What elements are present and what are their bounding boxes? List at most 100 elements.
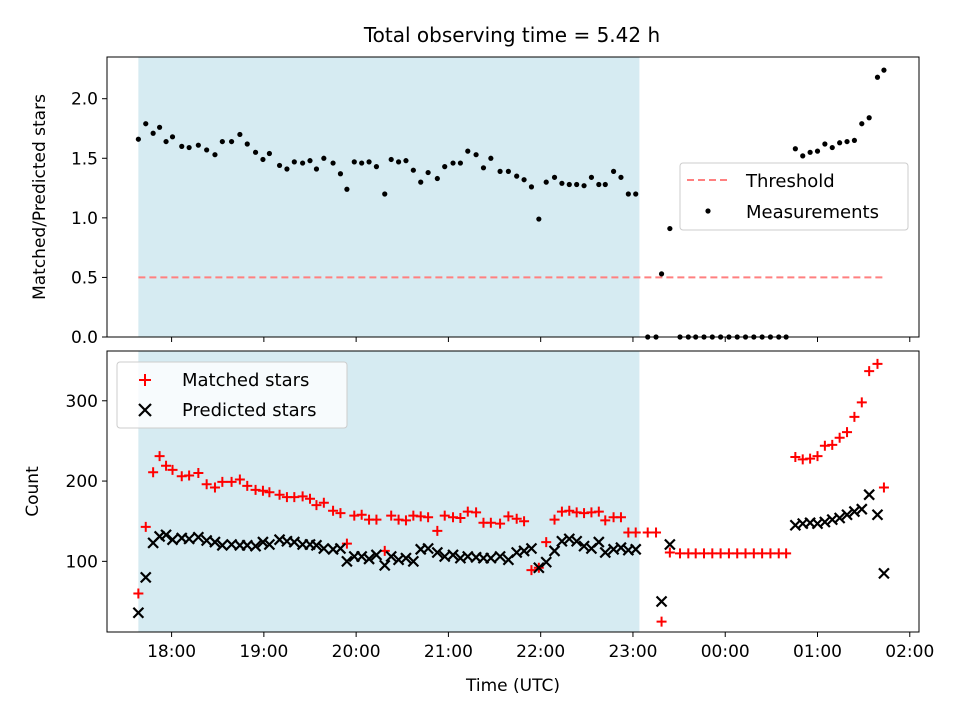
measurement-point [266,150,272,157]
matched-star-point [439,510,450,521]
measurement-point [276,162,283,169]
legend-threshold-label: Threshold [745,171,835,192]
matched-star-point [140,521,151,532]
count-panel-frame [106,350,920,633]
measurement-point [186,144,192,151]
predicted-star-point [629,543,642,556]
matched-star-point [495,518,506,529]
predicted-star-point [664,538,676,551]
matched-star-point [541,537,552,548]
measurement-point [150,130,156,136]
matched-star-point [471,507,482,518]
measurement-point [418,179,424,185]
measurement-point [403,158,409,164]
measurement-point [330,160,336,166]
predicted-star-point [132,606,145,619]
measurement-point [228,138,235,145]
measurement-point [300,160,306,166]
matched-star-point [148,467,159,478]
predicted-star-point [570,535,583,548]
matched-star-point [257,485,268,496]
x-tick-label: 02:00 [885,642,934,662]
legend-measurements-label: Measurements [746,202,879,223]
predicted-star-point [578,540,590,552]
measurement-point [667,225,673,232]
predicted-star-point [599,546,612,559]
measurement-point [807,149,813,155]
measurement-point [596,181,602,188]
measurement-point [307,158,313,164]
y-tick-label: 0.0 [71,328,98,348]
matched-star-point [600,515,611,526]
predicted-star-point [556,535,568,548]
matched-star-point [423,512,434,523]
measurement-point [829,144,835,151]
predicted-star-point [563,533,576,545]
figure-title: Total observing time = 5.42 h [363,23,660,47]
ratio-panel-frame [106,56,920,338]
measurement-point [434,175,440,182]
matched-star-point [805,453,816,464]
measurement-point [800,153,806,159]
count-panel: 100 200 300 18:00 19:00 20:00 21:00 22:00 23:00… [23,350,934,696]
matched-star-point [234,474,245,485]
matched-star-point [485,517,496,528]
predicted-star-point [400,552,412,564]
time-x-ticks: 18:00 19:00 20:00 21:00 22:00 23:00 00:00 01:00… [147,632,934,662]
matched-star-point [318,497,329,508]
measurement-point [588,174,595,180]
y-tick-label: 100 [66,552,98,572]
measurement-point [844,138,850,145]
measurement-point [559,180,565,186]
matched-star-point [651,527,662,538]
predicted-star-point [533,561,545,574]
measurement-point [505,168,511,174]
measurement-point [237,131,243,138]
measurement-point [366,159,372,165]
matched-star-point [503,511,514,522]
matched-star-point [630,527,641,538]
matched-star-point [593,506,604,517]
predicted-star-point [841,509,853,521]
predicted-star-point [160,529,172,541]
matched-star-point [790,451,801,462]
predicted-star-point [447,549,459,561]
matched-star-point [856,397,867,408]
matched-star-point [274,489,285,500]
matched-star-point [311,500,322,511]
measurement-point [395,159,402,165]
measurement-point [169,134,176,140]
ratio-x-ticks [171,337,911,342]
measurement-point [581,183,587,189]
x-tick-label: 00:00 [701,642,750,662]
ratio-y-axis-label: Matched/Predicted stars [30,94,50,300]
legend-matched-label: Matched stars [182,370,309,391]
predicted-star-point [494,550,506,563]
measurement-point [497,168,503,174]
matched-star-point [455,512,466,523]
measurement-point [204,147,210,153]
count-y-ticks: 100 200 300 [66,392,107,572]
time-x-axis-label: Time (UTC) [465,676,560,696]
measurement-point [252,149,259,155]
matched-star-point [133,588,144,599]
measurement-point [658,271,665,277]
predicted-star-point [263,538,276,551]
predicted-star-point [518,545,530,557]
measurement-point [602,181,608,188]
measurement-point [143,121,149,127]
measurement-point [382,191,388,197]
measurement-point [551,174,558,180]
measurement-point [450,160,456,166]
y-tick-label: 0.5 [71,268,98,288]
measurement-point [625,191,631,197]
matched-star-point [201,479,212,490]
matched-star-point [827,439,838,450]
measurement-point [866,115,872,121]
matched-star-point [664,547,675,558]
y-tick-label: 1.5 [71,149,98,169]
matched-star-point [519,516,530,527]
predicted-star-point [548,545,561,557]
measurement-point [528,184,535,190]
measurement-point [388,156,394,163]
